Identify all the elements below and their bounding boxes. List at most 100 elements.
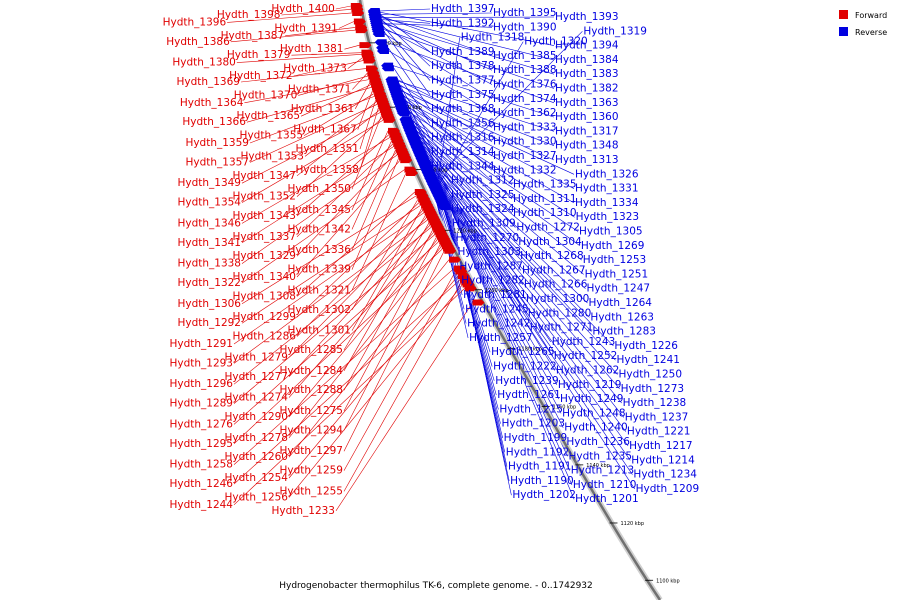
forward-gene-arrow[interactable] [363,57,376,64]
forward-gene-label[interactable]: Hydth_1295 [169,438,233,450]
reverse-gene-label[interactable]: Hydth_1334 [575,197,639,209]
forward-gene-arrow[interactable] [406,170,419,177]
forward-gene-label[interactable]: Hydth_1357 [185,156,249,168]
reverse-gene-label[interactable]: Hydth_1397 [431,3,495,15]
forward-gene-label[interactable]: Hydth_1275 [279,405,343,417]
reverse-gene-label[interactable]: Hydth_1210 [573,479,637,491]
forward-gene-label[interactable]: Hydth_1339 [287,264,351,276]
reverse-gene-label[interactable]: Hydth_1317 [555,125,619,137]
reverse-gene-label[interactable]: Hydth_1240 [564,422,628,434]
forward-gene-label[interactable]: Hydth_1274 [224,392,288,404]
forward-gene-label[interactable]: Hydth_1367 [293,124,357,136]
reverse-gene-label[interactable]: Hydth_1382 [555,83,619,95]
reverse-gene-label[interactable]: Hydth_1388 [493,64,557,76]
reverse-gene-label[interactable]: Hydth_1327 [493,150,557,162]
forward-gene-label[interactable]: Hydth_1345 [287,204,351,216]
reverse-gene-label[interactable]: Hydth_1267 [522,264,586,276]
reverse-gene-label[interactable]: Hydth_1390 [493,21,557,33]
reverse-gene-label[interactable]: Hydth_1330 [493,136,557,148]
reverse-gene-label[interactable]: Hydth_1323 [576,211,640,223]
reverse-gene-label[interactable]: Hydth_1385 [493,50,557,62]
forward-gene-label[interactable]: Hydth_1365 [237,110,301,122]
reverse-gene-label[interactable]: Hydth_1270 [456,232,520,244]
forward-gene-label[interactable]: Hydth_1299 [232,311,296,323]
forward-gene-arrow[interactable] [464,285,477,292]
reverse-gene-label[interactable]: Hydth_1281 [463,289,527,301]
reverse-gene-label[interactable]: Hydth_1309 [452,218,516,230]
reverse-gene-label[interactable]: Hydth_1241 [616,354,680,366]
reverse-gene-label[interactable]: Hydth_1393 [555,11,619,23]
reverse-gene-label[interactable]: Hydth_1324 [451,203,515,215]
forward-gene-label[interactable]: Hydth_1294 [279,424,343,436]
reverse-gene-label[interactable]: Hydth_1376 [493,79,557,91]
reverse-gene-label[interactable]: Hydth_1214 [631,454,695,466]
forward-gene-label[interactable]: Hydth_1302 [287,304,351,316]
reverse-gene-label[interactable]: Hydth_1272 [516,222,580,234]
forward-gene-label[interactable]: Hydth_1342 [287,223,351,235]
forward-gene-label[interactable]: Hydth_1260 [224,451,288,463]
forward-gene-label[interactable]: Hydth_1292 [177,317,241,329]
forward-gene-label[interactable]: Hydth_1346 [177,217,241,229]
forward-gene-label[interactable]: Hydth_1379 [227,49,291,61]
forward-gene-label[interactable]: Hydth_1285 [279,344,343,356]
reverse-gene-label[interactable]: Hydth_1356 [431,117,495,129]
forward-gene-arrow[interactable] [352,9,365,16]
reverse-gene-arrow[interactable] [381,65,394,72]
reverse-gene-label[interactable]: Hydth_1215 [499,403,563,415]
reverse-gene-label[interactable]: Hydth_1377 [431,75,495,87]
reverse-gene-label[interactable]: Hydth_1360 [555,111,619,123]
reverse-gene-label[interactable]: Hydth_1253 [583,254,647,266]
reverse-gene-label[interactable]: Hydth_1335 [513,179,577,191]
forward-gene-label[interactable]: Hydth_1255 [279,485,343,497]
reverse-gene-arrow[interactable] [372,31,385,38]
reverse-gene-label[interactable]: Hydth_1209 [636,483,700,495]
reverse-gene-label[interactable]: Hydth_1243 [552,336,616,348]
reverse-gene-label[interactable]: Hydth_1282 [461,275,525,287]
forward-gene-label[interactable]: Hydth_1350 [287,183,351,195]
forward-gene-label[interactable]: Hydth_1279 [224,351,288,363]
forward-gene-label[interactable]: Hydth_1321 [287,284,351,296]
reverse-gene-label[interactable]: Hydth_1239 [495,375,559,387]
forward-gene-label[interactable]: Hydth_1256 [224,491,288,503]
reverse-gene-label[interactable]: Hydth_1245 [465,303,529,315]
reverse-gene-label[interactable]: Hydth_1226 [614,340,678,352]
forward-gene-label[interactable]: Hydth_1349 [177,177,241,189]
reverse-gene-label[interactable]: Hydth_1264 [588,297,652,309]
reverse-gene-label[interactable]: Hydth_1217 [629,440,693,452]
reverse-gene-label[interactable]: Hydth_1235 [569,450,633,462]
reverse-gene-label[interactable]: Hydth_1219 [558,379,622,391]
reverse-gene-label[interactable]: Hydth_1263 [590,311,654,323]
forward-gene-label[interactable]: Hydth_1337 [232,231,296,243]
reverse-gene-label[interactable]: Hydth_1257 [469,332,533,344]
forward-gene-label[interactable]: Hydth_1259 [279,465,343,477]
reverse-gene-label[interactable]: Hydth_1251 [585,268,649,280]
reverse-gene-label[interactable]: Hydth_1271 [530,322,594,334]
forward-gene-label[interactable]: Hydth_1276 [169,418,233,430]
reverse-gene-label[interactable]: Hydth_1248 [562,407,626,419]
forward-gene-label[interactable]: Hydth_1398 [217,9,281,21]
reverse-gene-label[interactable]: Hydth_1222 [493,361,557,373]
reverse-gene-label[interactable]: Hydth_1332 [493,164,557,176]
forward-gene-label[interactable]: Hydth_1352 [232,191,296,203]
forward-gene-label[interactable]: Hydth_1301 [287,325,351,337]
forward-gene-label[interactable]: Hydth_1277 [224,371,288,383]
forward-gene-label[interactable]: Hydth_1289 [169,398,233,410]
reverse-gene-label[interactable]: Hydth_1316 [431,132,495,144]
reverse-gene-label[interactable]: Hydth_1348 [555,140,619,152]
forward-gene-label[interactable]: Hydth_1246 [169,478,233,490]
reverse-gene-label[interactable]: Hydth_1310 [513,207,577,219]
forward-gene-label[interactable]: Hydth_1396 [163,16,227,28]
reverse-gene-label[interactable]: Hydth_1287 [459,260,523,272]
reverse-gene-label[interactable]: Hydth_1238 [623,397,687,409]
reverse-gene-label[interactable]: Hydth_1395 [493,7,557,19]
reverse-gene-label[interactable]: Hydth_1202 [512,489,576,501]
reverse-gene-label[interactable]: Hydth_1300 [526,293,590,305]
forward-gene-label[interactable]: Hydth_1361 [291,103,355,115]
reverse-gene-label[interactable]: Hydth_1234 [633,469,697,481]
reverse-gene-label[interactable]: Hydth_1311 [513,193,577,205]
forward-gene-label[interactable]: Hydth_1258 [169,459,233,471]
reverse-gene-label[interactable]: Hydth_1305 [579,226,643,238]
reverse-gene-label[interactable]: Hydth_1247 [587,283,651,295]
forward-gene-label[interactable]: Hydth_1329 [232,250,296,262]
reverse-gene-label[interactable]: Hydth_1236 [566,436,630,448]
